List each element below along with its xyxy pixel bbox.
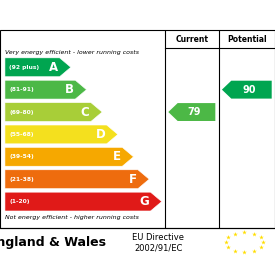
Polygon shape xyxy=(5,103,102,122)
Text: (21-38): (21-38) xyxy=(9,177,34,182)
Text: Very energy efficient - lower running costs: Very energy efficient - lower running co… xyxy=(5,50,139,55)
Text: Current: Current xyxy=(175,35,208,44)
Text: (39-54): (39-54) xyxy=(9,154,34,159)
Polygon shape xyxy=(5,125,118,144)
Text: (69-80): (69-80) xyxy=(9,110,34,115)
Text: A: A xyxy=(49,61,58,74)
Polygon shape xyxy=(5,147,133,166)
Text: E: E xyxy=(113,150,121,163)
Text: G: G xyxy=(139,195,149,208)
Text: 79: 79 xyxy=(188,107,201,117)
Text: EU Directive
2002/91/EC: EU Directive 2002/91/EC xyxy=(132,233,184,253)
Text: (92 plus): (92 plus) xyxy=(9,65,39,70)
Polygon shape xyxy=(5,80,86,99)
Text: England & Wales: England & Wales xyxy=(0,236,106,249)
Text: (55-68): (55-68) xyxy=(9,132,34,137)
Text: C: C xyxy=(81,106,90,118)
Polygon shape xyxy=(222,81,272,99)
Polygon shape xyxy=(5,192,162,211)
Text: D: D xyxy=(95,128,105,141)
Text: (1-20): (1-20) xyxy=(9,199,30,204)
Text: 90: 90 xyxy=(243,85,256,95)
Text: F: F xyxy=(129,173,137,186)
Polygon shape xyxy=(168,103,215,121)
Polygon shape xyxy=(5,58,71,77)
Text: Not energy efficient - higher running costs: Not energy efficient - higher running co… xyxy=(5,215,139,220)
Text: B: B xyxy=(65,83,74,96)
Text: Potential: Potential xyxy=(227,35,267,44)
Polygon shape xyxy=(5,170,149,189)
Text: Energy Efficiency Rating: Energy Efficiency Rating xyxy=(11,8,213,23)
Text: (81-91): (81-91) xyxy=(9,87,34,92)
